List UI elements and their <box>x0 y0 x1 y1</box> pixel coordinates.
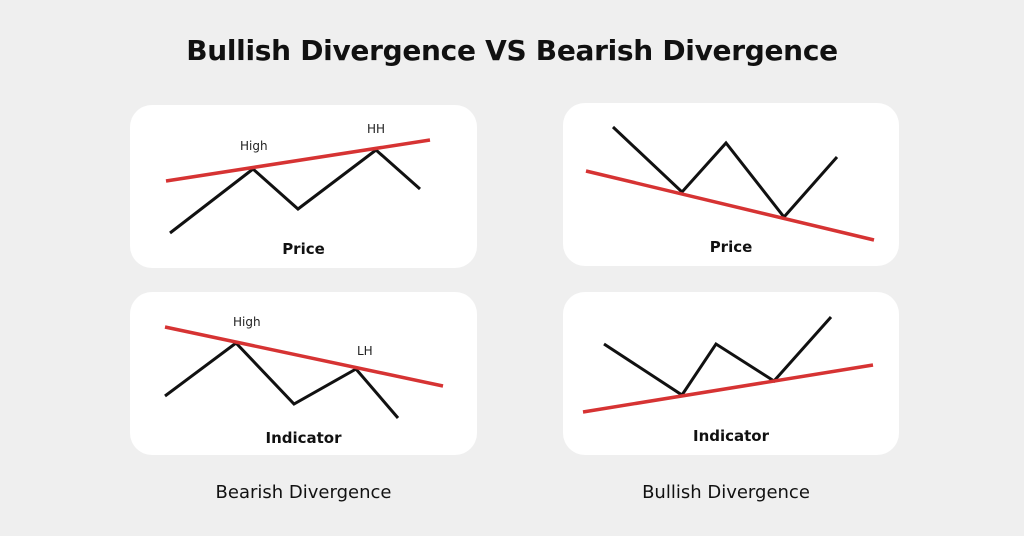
bullish-indicator-diagram <box>582 316 874 414</box>
panel-label: Indicator <box>692 427 770 445</box>
panel-label: Indicator <box>265 429 342 447</box>
lower-high-trend-line <box>164 325 444 388</box>
page-title: Bullish Divergence VS Bearish Divergence <box>186 34 838 67</box>
higher-low-trend-line <box>582 363 874 414</box>
indicator-line <box>164 341 400 419</box>
lower-low-trend-line <box>585 169 875 242</box>
bearish-indicator-diagram <box>164 325 444 419</box>
bearish-price-panel: High HH Price <box>130 105 477 268</box>
bullish-indicator-panel: Indicator <box>563 292 899 455</box>
bearish-price-diagram <box>165 138 431 235</box>
bearish-indicator-panel: High LH Indicator <box>130 292 477 455</box>
price-line <box>611 125 839 220</box>
bullish-price-panel: Price <box>563 103 899 266</box>
higher-high-label: HH <box>367 122 386 136</box>
lower-high-label: LH <box>357 344 373 358</box>
high-label: High <box>233 315 261 329</box>
high-label: High <box>240 139 268 153</box>
bullish-price-diagram <box>585 125 875 242</box>
panel-label: Price <box>282 240 325 258</box>
panel-label: Price <box>709 238 753 256</box>
higher-high-trend-line <box>165 138 431 183</box>
indicator-line <box>603 316 833 398</box>
bearish-divergence-caption: Bearish Divergence <box>215 482 392 503</box>
bullish-divergence-caption: Bullish Divergence <box>642 482 810 503</box>
price-line <box>169 148 421 235</box>
